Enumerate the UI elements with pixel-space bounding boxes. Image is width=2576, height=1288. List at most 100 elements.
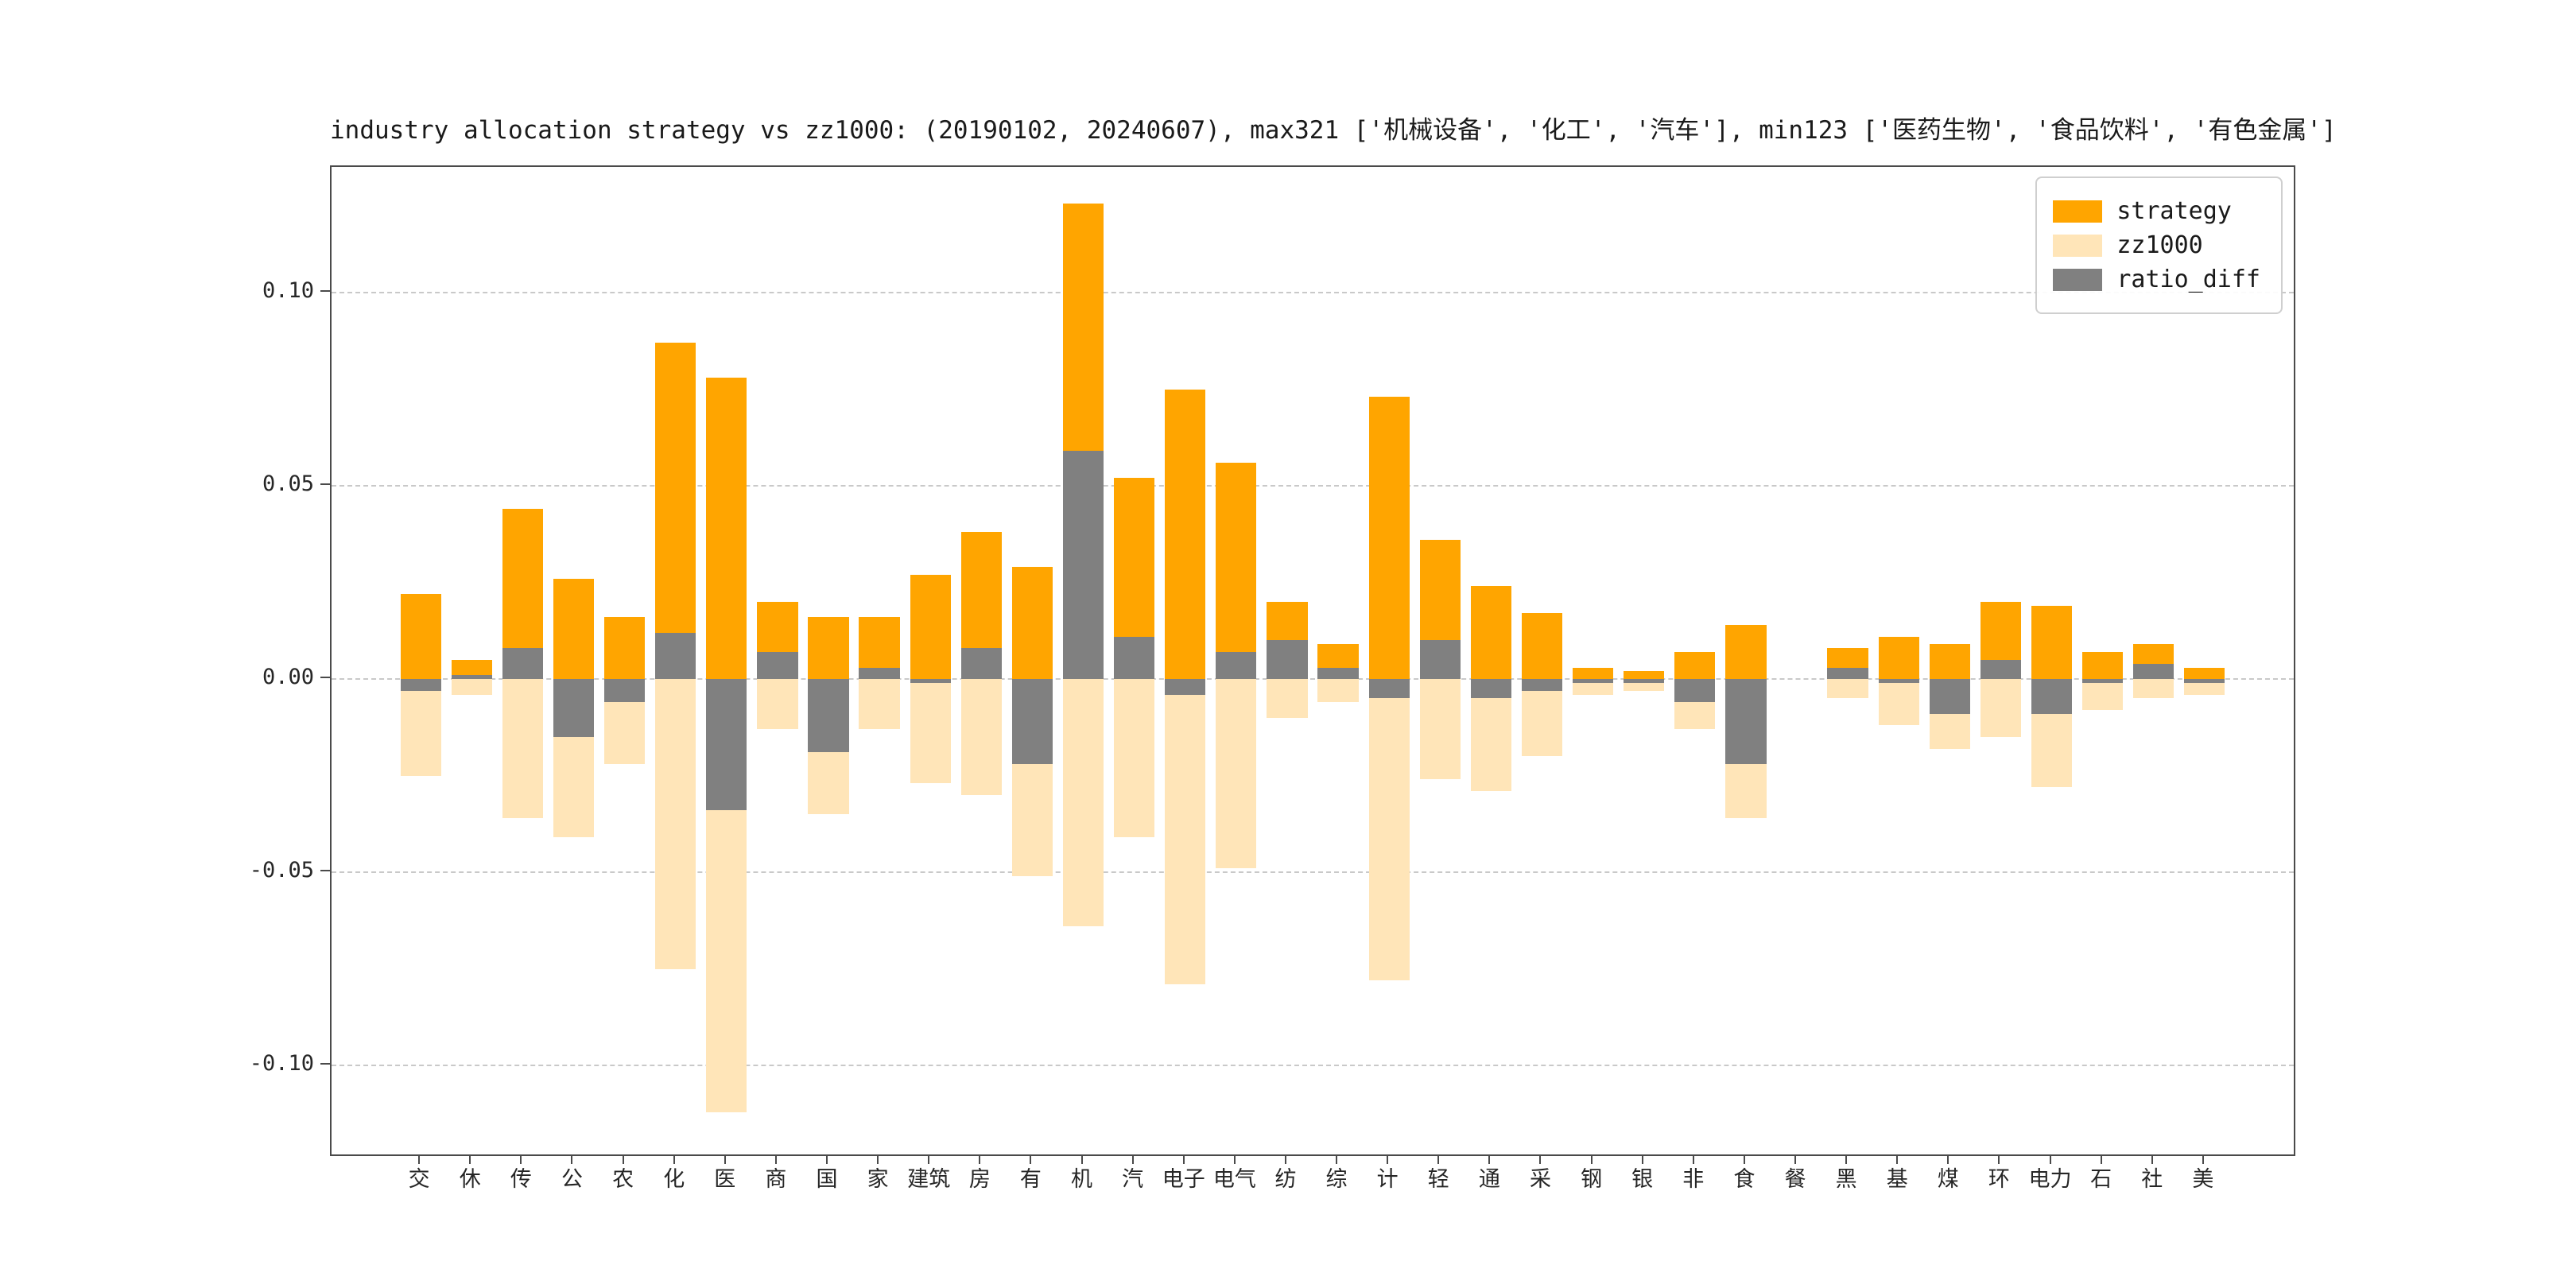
x-tick-mark bbox=[2151, 1154, 2153, 1164]
bar-strategy-美 bbox=[2184, 667, 2225, 680]
legend-item-ratio_diff: ratio_diff bbox=[2053, 266, 2260, 293]
x-tick-mark bbox=[979, 1154, 981, 1164]
bar-strategy-食 bbox=[1725, 625, 1767, 680]
x-tick-label-石: 石 bbox=[2090, 1167, 2112, 1192]
x-tick-mark bbox=[1336, 1154, 1338, 1164]
bar-ratio_diff-轻 bbox=[1419, 640, 1461, 680]
gridline-0.10 bbox=[332, 291, 2294, 293]
bar-ratio_diff-计 bbox=[1368, 679, 1410, 699]
bar-ratio_diff-非 bbox=[1674, 679, 1716, 703]
bar-zz1000-轻 bbox=[1419, 679, 1461, 780]
x-tick-mark bbox=[418, 1154, 421, 1164]
bar-zz1000-房 bbox=[960, 679, 1002, 795]
bar-zz1000-机 bbox=[1062, 679, 1104, 927]
bar-ratio_diff-社 bbox=[2133, 663, 2174, 680]
bar-zz1000-石 bbox=[2081, 679, 2124, 710]
x-tick-label-餐: 餐 bbox=[1784, 1167, 1806, 1192]
bar-strategy-钢 bbox=[1572, 667, 1614, 680]
y-tick-mark bbox=[320, 483, 330, 486]
gridline-0.00 bbox=[332, 678, 2294, 681]
bar-zz1000-计 bbox=[1368, 679, 1410, 981]
x-tick-mark bbox=[520, 1154, 522, 1164]
bar-ratio_diff-国 bbox=[808, 679, 849, 753]
bar-ratio_diff-采 bbox=[1521, 679, 1563, 691]
bar-zz1000-社 bbox=[2133, 679, 2174, 699]
x-tick-label-国: 国 bbox=[816, 1167, 838, 1192]
bar-ratio_diff-综 bbox=[1317, 667, 1359, 680]
bar-ratio_diff-家 bbox=[859, 667, 900, 680]
bar-zz1000-黑 bbox=[1827, 679, 1868, 699]
legend-label: zz1000 bbox=[2116, 231, 2203, 259]
x-tick-mark bbox=[1947, 1154, 1949, 1164]
x-tick-mark bbox=[1692, 1154, 1694, 1164]
bar-zz1000-建筑 bbox=[910, 679, 951, 784]
bar-strategy-建筑 bbox=[910, 574, 951, 680]
x-tick-mark bbox=[1896, 1154, 1899, 1164]
x-tick-label-家: 家 bbox=[867, 1167, 889, 1192]
x-tick-mark bbox=[1284, 1154, 1286, 1164]
x-tick-label-房: 房 bbox=[968, 1167, 991, 1192]
bar-ratio_diff-银 bbox=[1624, 679, 1665, 683]
x-tick-mark bbox=[571, 1154, 573, 1164]
bar-zz1000-交 bbox=[400, 679, 441, 776]
x-tick-label-交: 交 bbox=[408, 1167, 430, 1192]
x-tick-label-农: 农 bbox=[612, 1167, 634, 1192]
x-tick-label-有: 有 bbox=[1019, 1167, 1042, 1192]
legend-swatch-zz1000 bbox=[2053, 234, 2103, 257]
x-tick-label-公: 公 bbox=[561, 1167, 583, 1192]
x-tick-label-黑: 黑 bbox=[1835, 1167, 1857, 1192]
chart-title: industry allocation strategy vs zz1000: … bbox=[330, 116, 2337, 145]
x-tick-label-机: 机 bbox=[1071, 1167, 1093, 1192]
bar-ratio_diff-钢 bbox=[1572, 679, 1614, 683]
legend-item-zz1000: zz1000 bbox=[2053, 231, 2260, 259]
x-tick-label-商: 商 bbox=[765, 1167, 787, 1192]
bar-ratio_diff-黑 bbox=[1827, 667, 1868, 680]
bar-zz1000-家 bbox=[859, 679, 900, 730]
bar-strategy-农 bbox=[603, 617, 646, 680]
x-tick-mark bbox=[1233, 1154, 1236, 1164]
x-tick-label-医: 医 bbox=[714, 1167, 736, 1192]
bar-zz1000-电子 bbox=[1165, 679, 1206, 985]
bar-ratio_diff-化 bbox=[655, 632, 696, 680]
bar-strategy-电子 bbox=[1165, 389, 1206, 680]
y-tick-mark bbox=[320, 870, 330, 872]
gridline-0.05 bbox=[332, 485, 2294, 487]
x-tick-mark bbox=[2100, 1154, 2102, 1164]
bar-ratio_diff-交 bbox=[400, 679, 441, 691]
bar-strategy-银 bbox=[1624, 671, 1665, 680]
plot-area: strategy zz1000 ratio_diff bbox=[330, 165, 2295, 1156]
bar-ratio_diff-食 bbox=[1725, 679, 1767, 765]
x-tick-mark bbox=[469, 1154, 471, 1164]
x-tick-mark bbox=[1182, 1154, 1185, 1164]
bar-strategy-石 bbox=[2081, 652, 2124, 680]
x-tick-mark bbox=[622, 1154, 624, 1164]
x-tick-mark bbox=[1845, 1154, 1848, 1164]
bar-ratio_diff-美 bbox=[2184, 679, 2225, 683]
x-tick-mark bbox=[1131, 1154, 1134, 1164]
bar-zz1000-化 bbox=[655, 679, 696, 969]
x-tick-label-传: 传 bbox=[510, 1167, 532, 1192]
bar-zz1000-汽 bbox=[1113, 679, 1155, 838]
x-tick-label-通: 通 bbox=[1478, 1167, 1500, 1192]
x-tick-mark bbox=[1387, 1154, 1389, 1164]
x-tick-mark bbox=[774, 1154, 777, 1164]
legend-swatch-strategy bbox=[2053, 200, 2103, 223]
x-tick-mark bbox=[826, 1154, 828, 1164]
x-tick-mark bbox=[2049, 1154, 2051, 1164]
x-tick-mark bbox=[1998, 1154, 2000, 1164]
x-tick-mark bbox=[1641, 1154, 1643, 1164]
bar-strategy-国 bbox=[808, 617, 849, 680]
x-tick-label-综: 综 bbox=[1325, 1167, 1348, 1192]
x-tick-label-采: 采 bbox=[1529, 1167, 1551, 1192]
y-tick-label: 0.00 bbox=[262, 665, 314, 690]
x-tick-label-电气: 电气 bbox=[1212, 1167, 1256, 1192]
bar-ratio_diff-基 bbox=[1878, 679, 1919, 683]
bar-ratio_diff-纺 bbox=[1267, 640, 1308, 680]
bar-ratio_diff-传 bbox=[502, 648, 544, 680]
x-tick-label-休: 休 bbox=[459, 1167, 481, 1192]
bar-ratio_diff-商 bbox=[757, 652, 798, 680]
bar-ratio_diff-机 bbox=[1062, 451, 1104, 680]
bar-zz1000-纺 bbox=[1267, 679, 1308, 718]
bar-zz1000-商 bbox=[757, 679, 798, 730]
bar-strategy-通 bbox=[1470, 586, 1511, 680]
